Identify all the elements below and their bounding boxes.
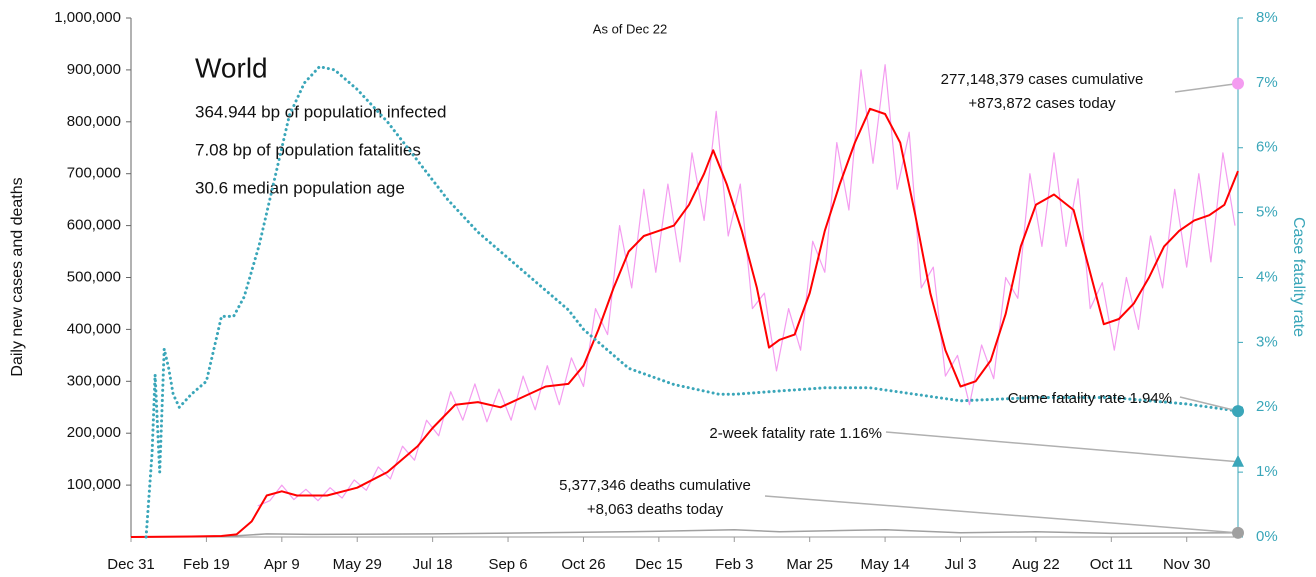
x-tick-label: Feb 19 bbox=[183, 556, 230, 573]
stat: 364.944 bp of population infected bbox=[195, 102, 446, 121]
annotation-connector bbox=[885, 431, 1239, 463]
y-tick-label: 800,000 bbox=[67, 113, 121, 130]
stat: 30.6 median population age bbox=[195, 178, 405, 197]
y2-tick-label: 8% bbox=[1256, 9, 1278, 26]
x-tick-label: Oct 11 bbox=[1090, 556, 1133, 573]
annotation: Cume fatality rate 1.94% bbox=[1008, 390, 1172, 407]
annotation: 2-week fatality rate 1.16% bbox=[709, 425, 882, 442]
x-tick-label: Dec 31 bbox=[107, 556, 155, 573]
y2-tick-label: 4% bbox=[1256, 268, 1278, 285]
y-tick-label: 600,000 bbox=[67, 217, 121, 234]
end-marker bbox=[1232, 454, 1244, 467]
x-tick-label: May 14 bbox=[860, 556, 909, 573]
series-line bbox=[130, 528, 1239, 538]
y-tick-label: 500,000 bbox=[67, 268, 121, 285]
y-tick-label: 100,000 bbox=[67, 476, 121, 493]
x-tick-label: Dec 15 bbox=[635, 556, 683, 573]
y2-tick-label: 5% bbox=[1256, 204, 1278, 221]
end-marker bbox=[1232, 405, 1244, 418]
x-tick-label: Apr 9 bbox=[264, 556, 300, 573]
y2-tick-label: 7% bbox=[1256, 74, 1278, 91]
x-tick-label: Jul 18 bbox=[413, 556, 453, 573]
y-tick-label: 200,000 bbox=[67, 424, 121, 441]
annotation-connector bbox=[764, 495, 1239, 534]
y2-tick-label: 6% bbox=[1256, 139, 1278, 156]
y-tick-label: 700,000 bbox=[67, 165, 121, 182]
series-line bbox=[144, 65, 1240, 539]
y2-tick-label: 0% bbox=[1256, 528, 1278, 545]
subtitle: As of Dec 22 bbox=[593, 21, 667, 36]
y-tick-label: 400,000 bbox=[67, 320, 121, 337]
x-tick-label: Oct 26 bbox=[561, 556, 605, 573]
x-tick-label: Nov 30 bbox=[1163, 556, 1211, 573]
x-tick-label: Mar 25 bbox=[786, 556, 833, 573]
annotation: +873,872 cases today bbox=[968, 95, 1116, 112]
annotation-connector bbox=[1179, 396, 1239, 412]
annotation: 277,148,379 cases cumulative bbox=[941, 71, 1144, 88]
chart-title: World bbox=[195, 52, 268, 83]
stat: 7.08 bp of population fatalities bbox=[195, 140, 421, 159]
y-tick-label: 1,000,000 bbox=[54, 9, 121, 26]
end-marker bbox=[1232, 526, 1244, 539]
x-tick-label: Jul 3 bbox=[945, 556, 977, 573]
annotation-connector bbox=[1174, 82, 1239, 93]
annotation: +8,063 deaths today bbox=[587, 501, 724, 518]
y2-tick-label: 3% bbox=[1256, 333, 1278, 350]
y2-tick-label: 1% bbox=[1256, 463, 1278, 480]
y2-axis-label: Case fatality rate bbox=[1290, 217, 1307, 337]
y-axis-label: Daily new cases and deaths bbox=[9, 177, 26, 376]
series-line bbox=[130, 107, 1239, 538]
x-tick-label: May 29 bbox=[333, 556, 382, 573]
annotation: 5,377,346 deaths cumulative bbox=[559, 477, 751, 494]
end-marker bbox=[1232, 77, 1244, 90]
x-tick-label: Feb 3 bbox=[715, 556, 753, 573]
y-tick-label: 900,000 bbox=[67, 61, 121, 78]
x-tick-label: Aug 22 bbox=[1012, 556, 1060, 573]
y-tick-label: 300,000 bbox=[67, 372, 121, 389]
y2-tick-label: 2% bbox=[1256, 398, 1278, 415]
x-tick-label: Sep 6 bbox=[488, 556, 527, 573]
